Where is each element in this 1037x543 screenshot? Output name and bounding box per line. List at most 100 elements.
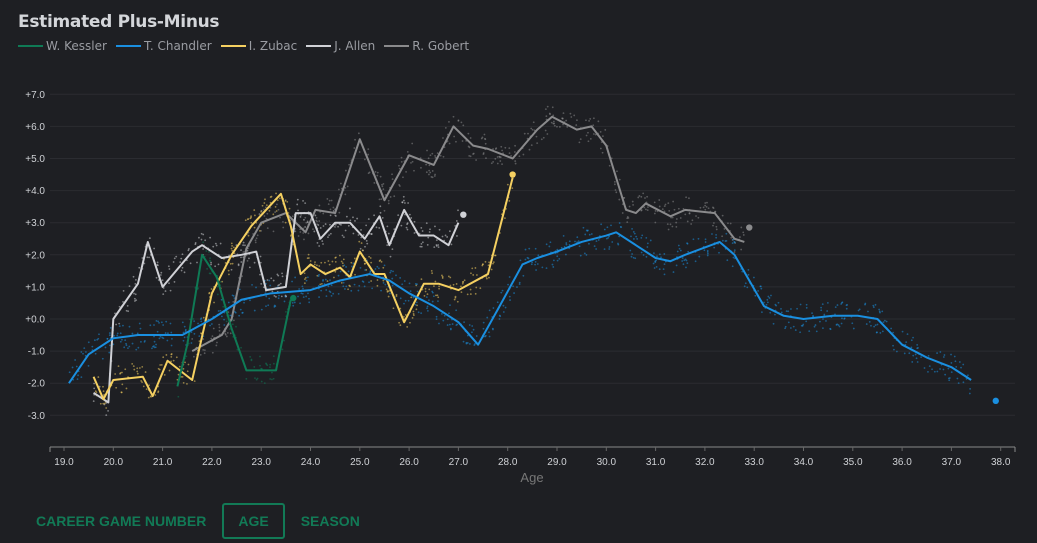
game-point (468, 324, 471, 326)
game-point (646, 246, 649, 248)
game-point (155, 276, 158, 279)
mode-age-button[interactable]: AGE (222, 503, 285, 539)
game-point (249, 217, 252, 220)
game-point (305, 279, 308, 282)
game-point (927, 370, 929, 373)
game-point (274, 305, 277, 308)
legend-item-chandler[interactable]: T. Chandler (115, 39, 212, 53)
game-point (504, 217, 506, 220)
game-point (304, 202, 307, 205)
game-point (664, 203, 667, 206)
game-point (456, 300, 459, 303)
game-point (541, 266, 544, 269)
game-point (471, 331, 473, 334)
game-point (485, 275, 488, 278)
game-point (238, 288, 241, 291)
game-point (264, 206, 267, 209)
legend-item-gobert[interactable]: R. Gobert (384, 39, 469, 53)
game-point (626, 215, 629, 218)
game-point (278, 294, 280, 297)
game-point (125, 342, 127, 345)
game-point (532, 121, 535, 124)
game-point (173, 257, 176, 260)
mode-season-button[interactable]: SEASON (300, 513, 360, 529)
game-point (316, 264, 318, 267)
game-point (442, 137, 444, 139)
mode-career-game-number-button[interactable]: CAREER GAME NUMBER (36, 513, 207, 529)
game-point (220, 298, 223, 301)
game-point (269, 206, 272, 209)
series-endpoint (290, 294, 297, 302)
x-tick-label: 30.0 (597, 457, 617, 468)
game-point (471, 267, 474, 270)
game-point (314, 214, 317, 217)
legend-item-zubac[interactable]: I. Zubac (220, 39, 297, 53)
game-point (230, 268, 233, 271)
game-point (534, 247, 537, 250)
game-point (280, 295, 283, 298)
game-point (953, 355, 956, 358)
game-point (654, 261, 657, 264)
game-point (359, 266, 362, 269)
game-point (261, 204, 264, 207)
game-point (351, 265, 353, 268)
game-point (227, 269, 230, 272)
game-point (565, 243, 568, 246)
legend-item-allen[interactable]: J. Allen (306, 39, 375, 53)
game-point (845, 307, 848, 310)
game-point (263, 215, 266, 217)
game-point (556, 255, 559, 258)
game-point (592, 124, 595, 127)
game-point (259, 255, 262, 258)
game-point (492, 161, 495, 163)
game-point (431, 300, 434, 303)
game-point (345, 169, 347, 172)
game-point (186, 382, 188, 385)
game-point (329, 279, 331, 282)
game-point (836, 323, 839, 326)
game-point (296, 203, 299, 206)
game-point (487, 264, 490, 267)
game-point (304, 216, 307, 219)
game-point (706, 254, 709, 257)
game-point (209, 272, 212, 275)
game-point (721, 235, 724, 238)
series-endpoint (460, 211, 467, 218)
game-point (328, 263, 331, 266)
game-point (326, 198, 329, 200)
game-point (155, 319, 158, 322)
game-point (223, 324, 226, 326)
game-point (527, 257, 530, 260)
game-point (182, 381, 185, 384)
legend-item-kessler[interactable]: W. Kessler (18, 39, 107, 53)
game-point (193, 380, 196, 383)
game-point (369, 257, 372, 259)
game-point (697, 237, 700, 240)
game-point (224, 333, 227, 336)
game-point (278, 197, 281, 200)
y-tick-label: -2.0 (28, 379, 46, 390)
game-point (259, 273, 261, 276)
game-point (461, 281, 464, 283)
game-point (699, 206, 702, 209)
game-point (77, 374, 79, 377)
game-point (97, 376, 100, 378)
game-point (685, 266, 687, 269)
game-point (852, 327, 855, 330)
game-point (131, 342, 134, 345)
game-point (562, 123, 564, 126)
game-point (760, 287, 763, 290)
game-point (469, 293, 472, 295)
legend-swatch (115, 45, 141, 47)
game-point (232, 301, 235, 303)
game-point (313, 230, 316, 233)
game-point (122, 324, 124, 327)
game-point (785, 310, 788, 313)
game-point (96, 338, 99, 341)
game-point (601, 151, 604, 154)
game-point (874, 303, 877, 306)
game-point (618, 235, 621, 238)
game-point (260, 367, 263, 370)
game-point (288, 207, 291, 210)
game-point (184, 328, 187, 331)
